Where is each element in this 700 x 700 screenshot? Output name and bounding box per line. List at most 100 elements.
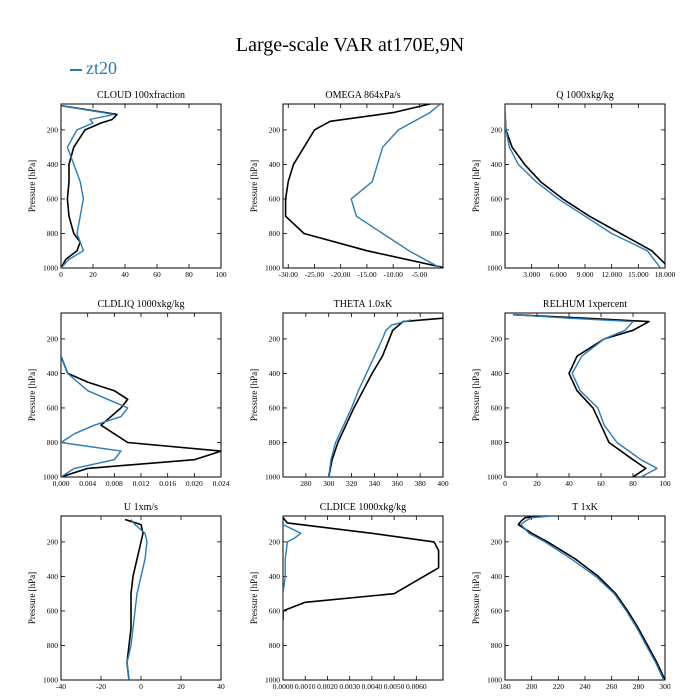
- y-axis-label: Pressure [hPa]: [27, 572, 37, 624]
- series-line-reference: [512, 313, 650, 477]
- panel-title: CLOUD 100xfraction: [97, 90, 185, 101]
- series-line-zt20: [328, 319, 412, 477]
- x-tick-label: 0.0020: [317, 682, 338, 691]
- panel-title: THETA 1.0xK: [334, 299, 393, 310]
- series-line-reference: [124, 518, 144, 680]
- y-axis-label: Pressure [hPa]: [471, 369, 481, 421]
- x-tick-label: 40: [121, 270, 129, 279]
- y-tick-label: 800: [47, 641, 59, 650]
- y-tick-label: 200: [47, 537, 59, 546]
- x-tick-label: -20: [96, 682, 106, 691]
- chart-panel-2: Q 1000xkg/kg Pressure [hPa] 3.000 6.000 9.00…: [471, 90, 676, 279]
- y-tick-label: 400: [491, 572, 503, 581]
- y-tick-label: 400: [47, 369, 59, 378]
- y-tick-label: 200: [491, 334, 503, 343]
- y-tick-label: 600: [47, 403, 59, 412]
- x-tick-label: -10.00: [383, 270, 403, 279]
- x-tick-label: -40: [56, 682, 66, 691]
- x-tick-label: 40: [217, 682, 225, 691]
- y-tick-label: 200: [269, 125, 281, 134]
- series-line-reference: [284, 104, 443, 268]
- series-line-zt20: [520, 516, 665, 680]
- x-tick-label: 18.000: [655, 270, 676, 279]
- y-tick-label: 600: [491, 194, 503, 203]
- y-tick-label: 400: [491, 160, 503, 169]
- x-tick-label: 280: [633, 682, 645, 691]
- x-tick-label: 0.024: [213, 479, 230, 488]
- x-tick-label: 0.000: [53, 479, 70, 488]
- y-tick-label: 1000: [43, 264, 58, 273]
- legend: zt20: [70, 58, 117, 79]
- x-tick-label: 20: [533, 479, 541, 488]
- chart-panel-0: CLOUD 100xfraction Pressure [hPa] 0 20 40 60 8…: [27, 90, 227, 279]
- x-tick-label: 80: [185, 270, 193, 279]
- x-tick-label: 260: [606, 682, 618, 691]
- y-tick-label: 1000: [43, 473, 58, 482]
- x-tick-label: 0.0030: [339, 682, 360, 691]
- legend-label: zt20: [86, 58, 117, 78]
- x-tick-label: 340: [369, 479, 381, 488]
- y-tick-label: 400: [491, 369, 503, 378]
- y-axis-label: Pressure [hPa]: [471, 572, 481, 624]
- x-tick-label: 0.0000: [273, 682, 294, 691]
- x-tick-label: 280: [300, 479, 312, 488]
- panel-title: U 1xm/s: [124, 502, 158, 513]
- y-tick-label: 1000: [43, 676, 58, 685]
- series-line-zt20: [61, 355, 129, 477]
- legend-swatch: [70, 68, 82, 71]
- x-tick-label: 200: [526, 682, 538, 691]
- panel-title: T 1xK: [572, 502, 598, 513]
- panel-title: CLDLIQ 1000xkg/kg: [98, 299, 185, 310]
- x-tick-label: 40: [565, 479, 573, 488]
- y-tick-label: 800: [269, 641, 281, 650]
- x-tick-label: 0.004: [79, 479, 96, 488]
- x-tick-label: -25.00: [305, 270, 325, 279]
- chart-panel-3: CLDLIQ 1000xkg/kg Pressure [hPa] 0.000 0.00…: [27, 299, 230, 488]
- y-tick-label: 800: [269, 229, 281, 238]
- x-tick-label: 0.012: [133, 479, 150, 488]
- x-tick-label: 15.000: [628, 270, 649, 279]
- series-line-reference: [517, 516, 665, 680]
- y-tick-label: 800: [491, 229, 503, 238]
- series-line-reference: [61, 355, 221, 477]
- plot-frame: [282, 312, 444, 478]
- y-tick-label: 200: [269, 334, 281, 343]
- x-tick-label: 9.000: [577, 270, 594, 279]
- series-line-reference: [61, 104, 118, 268]
- x-tick-label: 20: [89, 270, 97, 279]
- y-tick-label: 200: [47, 334, 59, 343]
- x-tick-label: 240: [579, 682, 591, 691]
- y-tick-label: 400: [47, 572, 59, 581]
- y-tick-label: 600: [47, 606, 59, 615]
- chart-panel-8: T 1xK Pressure [hPa] 180 200 220 240 260 280 300…: [471, 502, 671, 691]
- x-tick-label: 3.000: [523, 270, 540, 279]
- x-tick-label: 400: [437, 479, 449, 488]
- chart-panel-1: OMEGA 864xPa/s Pressure [hPa] -30.00 -25.00…: [249, 90, 444, 279]
- x-tick-label: 180: [499, 682, 511, 691]
- panel-title: RELHUM 1xpercent: [543, 299, 627, 310]
- y-axis-label: Pressure [hPa]: [27, 160, 37, 212]
- y-tick-label: 600: [269, 194, 281, 203]
- x-tick-label: -5.00: [412, 270, 428, 279]
- x-tick-label: 12.000: [601, 270, 622, 279]
- panel-title: OMEGA 864xPa/s: [325, 90, 400, 101]
- y-axis-label: Pressure [hPa]: [27, 369, 37, 421]
- y-tick-label: 800: [491, 641, 503, 650]
- y-tick-label: 1000: [487, 473, 502, 482]
- y-tick-label: 600: [47, 194, 59, 203]
- x-tick-label: 60: [153, 270, 161, 279]
- series-line-reference: [327, 317, 443, 477]
- panel-title: CLDICE 1000xkg/kg: [320, 502, 406, 513]
- x-tick-label: -15.00: [357, 270, 377, 279]
- x-tick-label: 320: [346, 479, 358, 488]
- x-tick-label: 100: [659, 479, 671, 488]
- x-tick-label: -20.00: [331, 270, 351, 279]
- series-line-zt20: [505, 112, 662, 268]
- y-tick-label: 1000: [265, 676, 280, 685]
- y-tick-label: 400: [269, 160, 281, 169]
- y-tick-label: 1000: [265, 473, 280, 482]
- y-tick-label: 400: [47, 160, 59, 169]
- x-tick-label: -30.00: [279, 270, 299, 279]
- x-tick-label: 0: [59, 270, 63, 279]
- chart-panel-5: RELHUM 1xpercent Pressure [hPa] 0 20 40 60 80 1…: [471, 299, 671, 488]
